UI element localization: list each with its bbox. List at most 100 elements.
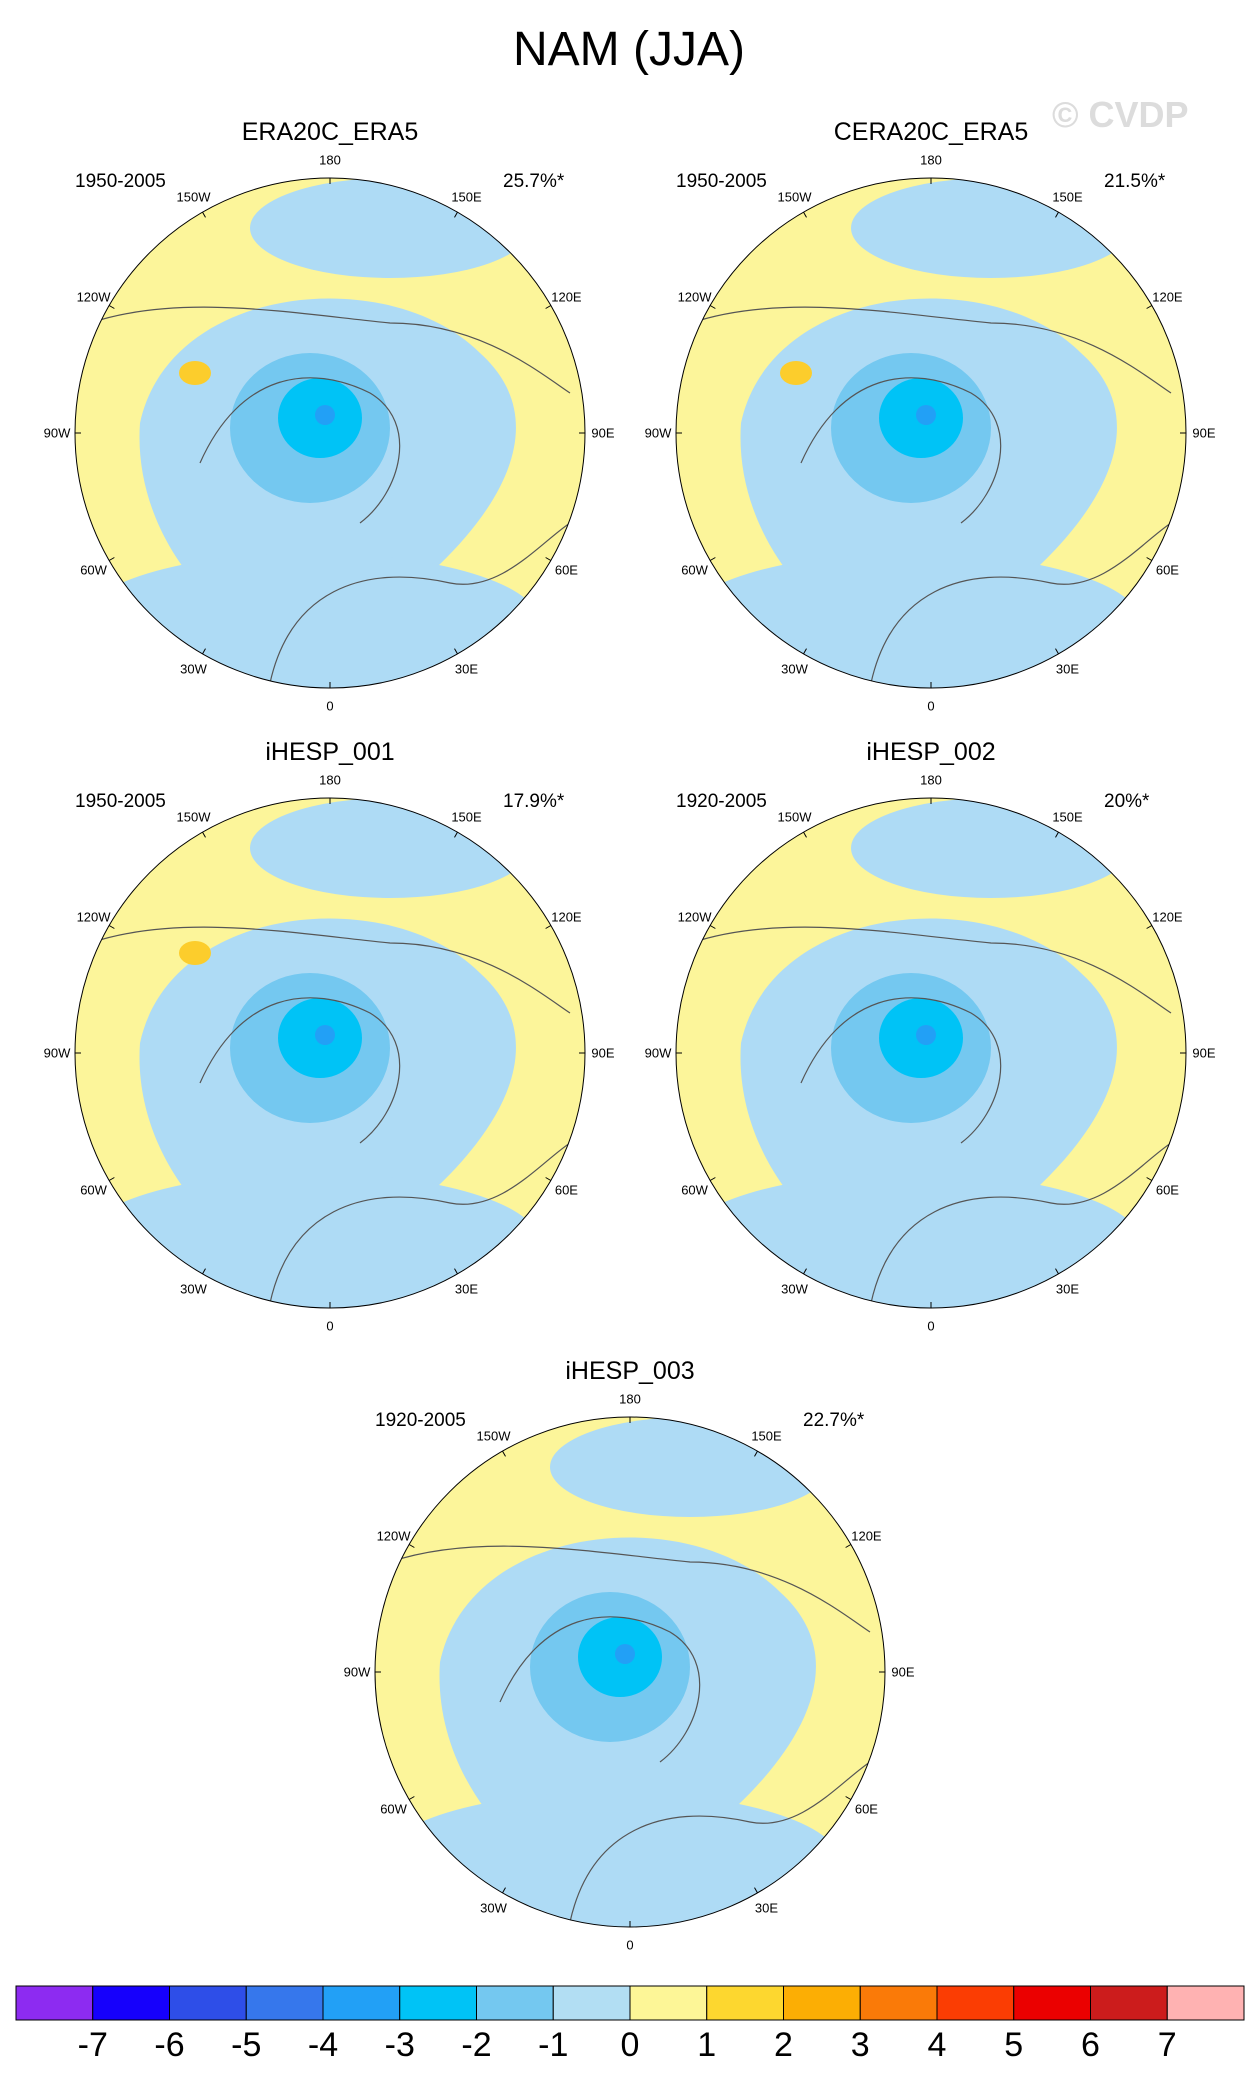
lon-tick — [545, 305, 552, 309]
lon-label: 0 — [927, 698, 935, 714]
panel-title: iHESP_003 — [565, 1357, 695, 1385]
lon-label: 120W — [376, 1528, 411, 1543]
lon-label: 0 — [326, 1318, 334, 1334]
lon-tick — [108, 1177, 115, 1181]
lon-tick — [408, 1796, 415, 1800]
panel-title: iHESP_001 — [265, 738, 395, 766]
lon-label: 90W — [644, 425, 672, 441]
lon-label: 120W — [76, 909, 111, 924]
lon-tick — [845, 1796, 852, 1800]
lon-label: 30W — [180, 1281, 207, 1297]
lon-tick — [108, 305, 115, 309]
lon-label: 150W — [176, 189, 211, 205]
panel-variance-percent: 20%* — [1104, 791, 1150, 812]
coastline — [870, 1142, 1172, 1304]
lon-tick — [502, 1450, 506, 1457]
lon-label: 180 — [619, 1391, 641, 1407]
coastline — [800, 377, 1002, 524]
lon-tick — [454, 1268, 458, 1275]
colorbar-box — [92, 1985, 170, 2021]
coastline — [870, 522, 1172, 684]
lon-label: 120E — [851, 1528, 882, 1543]
panel-period: 1920-2005 — [375, 1410, 466, 1431]
coastline — [690, 306, 1172, 394]
lon-label: 30W — [180, 661, 207, 677]
lon-label: 180 — [319, 772, 341, 788]
colorbar-box — [169, 1985, 247, 2021]
colorbar-box — [629, 1985, 708, 2021]
lon-label: 150W — [777, 809, 812, 825]
lon-label: 60W — [80, 1182, 107, 1197]
colorbar-tick-label: -4 — [307, 2026, 339, 2064]
lon-tick — [754, 1450, 758, 1457]
colorbar-tick-label: 5 — [1004, 2026, 1024, 2064]
lon-label: 30W — [781, 1281, 808, 1297]
panel-title: ERA20C_ERA5 — [241, 118, 419, 146]
lon-tick — [408, 1544, 415, 1548]
lon-label: 90E — [1192, 425, 1216, 441]
lon-label: 30E — [1055, 661, 1080, 677]
lon-tick — [454, 648, 458, 655]
lon-label: 90W — [43, 425, 71, 441]
lon-tick — [202, 1268, 206, 1275]
core-contour — [916, 405, 936, 425]
panel-period: 1950-2005 — [75, 171, 166, 192]
lon-label: 180 — [319, 152, 341, 168]
colorbar-tick-label: 7 — [1157, 2026, 1177, 2064]
lon-label: 120E — [1152, 289, 1183, 304]
core-contour — [916, 1025, 936, 1045]
lon-tick — [202, 211, 206, 218]
colorbar-tick-label: -3 — [384, 2026, 415, 2064]
lon-tick — [803, 211, 807, 218]
polar-map — [74, 177, 586, 689]
positive-core — [179, 941, 211, 965]
figure-title: NAM (JJA) — [513, 23, 745, 76]
colorbar-tick-label: 3 — [850, 2026, 870, 2064]
coastline — [569, 1761, 871, 1923]
lon-label: 60W — [681, 1182, 708, 1197]
lon-label: 150E — [451, 189, 482, 205]
colorbar-box — [15, 1985, 94, 2021]
lon-tick — [1055, 648, 1059, 655]
lon-label: 30E — [1055, 1281, 1080, 1297]
lon-tick — [803, 831, 807, 838]
coastline — [89, 306, 571, 394]
lon-label: 60W — [681, 562, 708, 577]
positive-core — [179, 361, 211, 385]
lon-tick — [709, 305, 716, 309]
polar-map — [74, 797, 586, 1309]
panel-title: CERA20C_ERA5 — [833, 118, 1029, 146]
colorbar-tick-label: 6 — [1081, 2026, 1100, 2064]
polar-map — [675, 797, 1187, 1309]
colorbar-tick-label: -5 — [231, 2026, 262, 2064]
lon-tick — [1146, 1177, 1153, 1181]
lon-label: 120W — [76, 289, 111, 304]
colorbar-box — [552, 1985, 631, 2021]
lon-label: 90W — [343, 1664, 371, 1680]
coastline — [269, 1142, 571, 1304]
polar-map — [374, 1416, 886, 1928]
panel-period: 1950-2005 — [676, 171, 767, 192]
colorbar-box — [399, 1985, 477, 2021]
lon-tick — [1055, 211, 1059, 218]
core-contour — [615, 1644, 635, 1664]
lon-label: 90E — [591, 1045, 615, 1061]
lon-label: 0 — [927, 1318, 935, 1334]
lon-label: 90W — [644, 1045, 672, 1061]
colorbar-tick-label: 4 — [927, 2026, 947, 2064]
lon-label: 30E — [754, 1900, 779, 1916]
lon-label: 30W — [480, 1900, 507, 1916]
lon-tick — [545, 1177, 552, 1181]
lon-label: 30W — [781, 661, 808, 677]
lon-label: 150W — [476, 1428, 511, 1444]
positive-core — [780, 361, 812, 385]
panel-variance-percent: 22.7%* — [803, 1410, 865, 1431]
lon-tick — [803, 1268, 807, 1275]
lon-tick — [1146, 305, 1153, 309]
lon-label: 90E — [1192, 1045, 1216, 1061]
lon-label: 60W — [380, 1801, 407, 1816]
panel-period: 1920-2005 — [676, 791, 767, 812]
colorbar-box — [476, 1985, 554, 2021]
colorbar-tick-label: -6 — [154, 2026, 185, 2064]
coastline — [199, 997, 401, 1144]
